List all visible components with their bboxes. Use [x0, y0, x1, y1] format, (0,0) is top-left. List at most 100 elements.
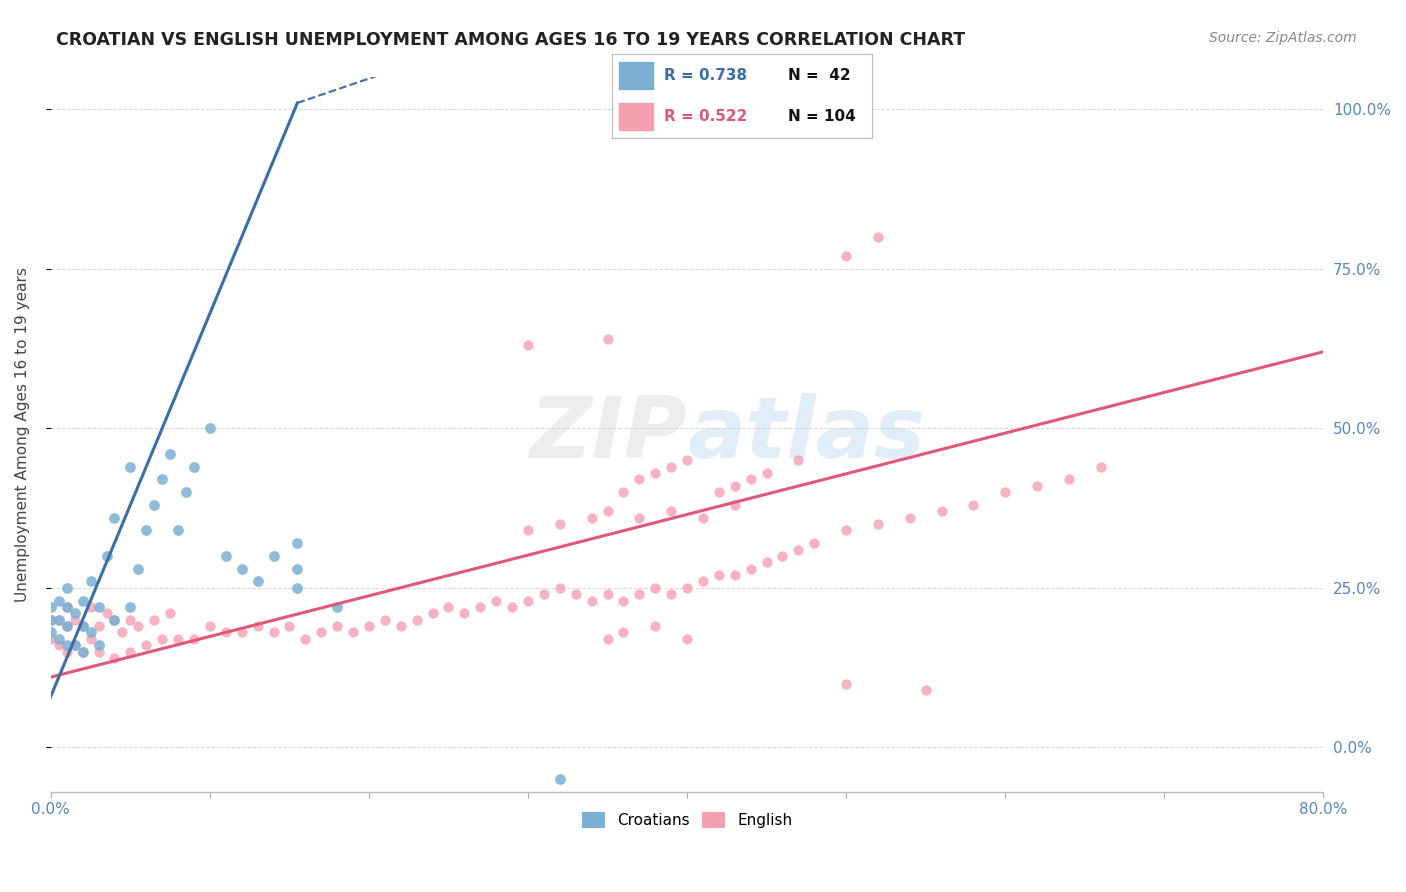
Point	[48, 593, 70, 607]
Point	[659, 459, 682, 474]
Point	[628, 587, 651, 601]
Point	[55, 599, 77, 614]
Point	[231, 562, 253, 576]
Point	[174, 485, 197, 500]
Point	[48, 632, 70, 646]
Point	[183, 459, 205, 474]
Point	[55, 638, 77, 652]
Point	[63, 638, 86, 652]
Point	[79, 625, 101, 640]
Point	[167, 632, 190, 646]
Point	[628, 510, 651, 524]
Point	[103, 613, 125, 627]
Point	[659, 504, 682, 518]
Point	[103, 651, 125, 665]
Point	[772, 549, 794, 563]
Point	[72, 619, 94, 633]
Point	[231, 625, 253, 640]
Point	[159, 447, 181, 461]
Bar	[620, 103, 654, 130]
Point	[533, 587, 555, 601]
Point	[246, 574, 269, 589]
Point	[342, 625, 364, 640]
Text: N =  42: N = 42	[789, 68, 851, 83]
Point	[72, 645, 94, 659]
Point	[159, 607, 181, 621]
Point	[127, 562, 149, 576]
Point	[326, 599, 349, 614]
Text: R = 0.738: R = 0.738	[664, 68, 747, 83]
Point	[150, 472, 173, 486]
Point	[835, 676, 858, 690]
Point	[501, 599, 523, 614]
Point	[48, 613, 70, 627]
Point	[437, 599, 460, 614]
Point	[866, 516, 889, 531]
Point	[374, 613, 396, 627]
Point	[644, 581, 666, 595]
Text: CROATIAN VS ENGLISH UNEMPLOYMENT AMONG AGES 16 TO 19 YEARS CORRELATION CHART: CROATIAN VS ENGLISH UNEMPLOYMENT AMONG A…	[56, 31, 966, 49]
Point	[803, 536, 825, 550]
Point	[79, 632, 101, 646]
Point	[517, 593, 540, 607]
Point	[79, 599, 101, 614]
Point	[215, 625, 238, 640]
Point	[120, 613, 142, 627]
Point	[63, 613, 86, 627]
Point	[931, 504, 953, 518]
Point	[287, 581, 309, 595]
Point	[612, 625, 634, 640]
Point	[707, 485, 730, 500]
Text: N = 104: N = 104	[789, 109, 856, 124]
Point	[787, 542, 810, 557]
Point	[120, 645, 142, 659]
Point	[246, 619, 269, 633]
Point	[596, 587, 619, 601]
Bar	[620, 62, 654, 89]
Point	[326, 619, 349, 633]
Point	[183, 632, 205, 646]
Point	[87, 599, 110, 614]
Point	[740, 472, 762, 486]
Point	[55, 581, 77, 595]
Point	[39, 599, 62, 614]
Point	[405, 613, 427, 627]
Point	[103, 613, 125, 627]
Point	[143, 613, 166, 627]
Point	[135, 524, 157, 538]
Point	[548, 581, 571, 595]
Point	[644, 619, 666, 633]
Point	[103, 510, 125, 524]
Point	[1090, 459, 1112, 474]
Point	[676, 632, 699, 646]
Text: ZIP: ZIP	[530, 393, 688, 476]
Point	[787, 453, 810, 467]
Point	[564, 587, 586, 601]
Point	[707, 568, 730, 582]
Text: atlas: atlas	[688, 393, 925, 476]
Point	[485, 593, 508, 607]
Point	[309, 625, 332, 640]
Point	[39, 613, 62, 627]
Point	[294, 632, 316, 646]
Point	[596, 504, 619, 518]
Point	[659, 587, 682, 601]
Point	[581, 593, 603, 607]
Point	[962, 498, 984, 512]
Point	[198, 421, 221, 435]
Point	[96, 549, 118, 563]
Point	[63, 607, 86, 621]
Point	[628, 472, 651, 486]
Point	[692, 510, 714, 524]
Point	[278, 619, 301, 633]
Point	[548, 772, 571, 787]
Point	[596, 632, 619, 646]
Point	[357, 619, 380, 633]
Point	[55, 619, 77, 633]
Point	[644, 466, 666, 480]
Point	[740, 562, 762, 576]
Point	[866, 230, 889, 244]
Point	[48, 638, 70, 652]
Point	[676, 453, 699, 467]
Point	[724, 479, 747, 493]
